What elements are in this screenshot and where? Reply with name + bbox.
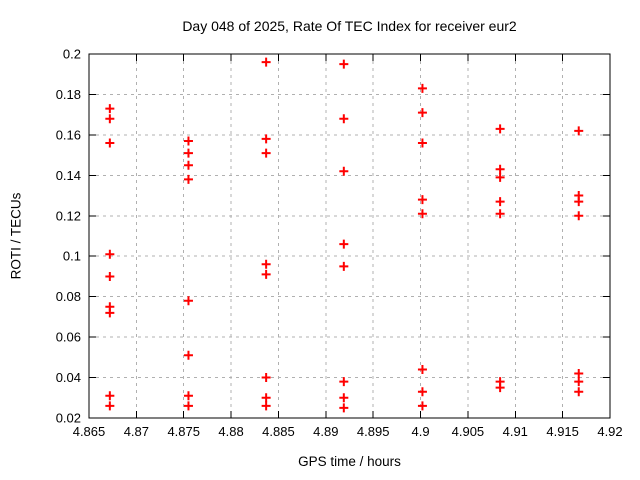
data-point-marker xyxy=(495,164,505,174)
data-point-marker xyxy=(574,387,584,397)
x-tick-label: 4.875 xyxy=(167,424,200,439)
y-tick-label: 0.02 xyxy=(56,411,81,426)
data-point-marker xyxy=(105,114,115,124)
data-point-marker xyxy=(105,271,115,281)
data-point-marker xyxy=(261,401,271,411)
plot-frame xyxy=(88,53,611,419)
chart-title: Day 048 of 2025, Rate Of TEC Index for r… xyxy=(182,18,517,34)
data-point-marker xyxy=(261,134,271,144)
data-point-marker xyxy=(574,211,584,221)
data-point-marker xyxy=(261,148,271,158)
y-tick-label: 0.06 xyxy=(56,330,81,345)
data-point-marker xyxy=(417,138,427,148)
x-tick-label: 4.88 xyxy=(218,424,243,439)
data-point-marker xyxy=(417,83,427,93)
data-point-marker xyxy=(183,136,193,146)
data-point-marker xyxy=(495,383,505,393)
y-tick-label: 0.16 xyxy=(56,127,81,142)
y-tick-label: 0.2 xyxy=(63,47,81,62)
data-point-marker xyxy=(495,197,505,207)
data-point-marker xyxy=(574,377,584,387)
data-point-marker xyxy=(261,57,271,67)
data-point-marker xyxy=(574,126,584,136)
data-point-marker xyxy=(183,174,193,184)
data-point-marker xyxy=(261,259,271,269)
data-point-marker xyxy=(183,160,193,170)
data-point-marker xyxy=(339,377,349,387)
x-tick-label: 4.915 xyxy=(546,424,579,439)
y-tick-label: 0.14 xyxy=(56,168,81,183)
data-point-marker xyxy=(105,401,115,411)
data-point-marker xyxy=(261,373,271,383)
data-point-marker xyxy=(339,403,349,413)
data-point-marker xyxy=(183,391,193,401)
y-tick-label: 0.12 xyxy=(56,208,81,223)
data-point-marker xyxy=(183,148,193,158)
data-point-marker xyxy=(417,364,427,374)
y-tick-label: 0.08 xyxy=(56,289,81,304)
data-point-marker xyxy=(105,104,115,114)
data-point-marker xyxy=(105,308,115,318)
data-point-marker xyxy=(339,261,349,271)
data-point-marker xyxy=(339,114,349,124)
x-tick-label: 4.9 xyxy=(412,424,430,439)
data-point-marker xyxy=(183,401,193,411)
data-point-marker xyxy=(261,393,271,403)
y-tick-label: 0.1 xyxy=(63,249,81,264)
y-tick-label: 0.04 xyxy=(56,370,81,385)
x-axis-label: GPS time / hours xyxy=(298,454,401,469)
data-point-marker xyxy=(105,249,115,259)
data-point-marker xyxy=(105,138,115,148)
x-tick-label: 4.905 xyxy=(452,424,485,439)
data-point-marker xyxy=(417,401,427,411)
data-point-marker xyxy=(495,209,505,219)
x-tick-label: 4.87 xyxy=(124,424,149,439)
x-tick-label: 4.89 xyxy=(313,424,338,439)
data-point-marker xyxy=(417,387,427,397)
data-point-marker xyxy=(339,239,349,249)
data-point-marker xyxy=(574,197,584,207)
data-point-marker xyxy=(261,269,271,279)
data-point-marker xyxy=(495,124,505,134)
data-point-marker xyxy=(417,209,427,219)
data-point-marker xyxy=(105,391,115,401)
x-tick-label: 4.885 xyxy=(262,424,295,439)
data-point-marker xyxy=(183,350,193,360)
data-point-marker xyxy=(417,108,427,118)
data-point-marker xyxy=(339,166,349,176)
x-tick-label: 4.895 xyxy=(357,424,390,439)
data-point-marker xyxy=(417,195,427,205)
data-point-marker xyxy=(339,59,349,69)
data-point-marker xyxy=(495,172,505,182)
data-point-marker xyxy=(574,369,584,379)
y-tick-label: 0.18 xyxy=(56,87,81,102)
x-tick-label: 4.91 xyxy=(503,424,528,439)
data-point-marker xyxy=(183,296,193,306)
data-point-marker xyxy=(339,393,349,403)
x-tick-label: 4.92 xyxy=(597,424,622,439)
x-tick-label: 4.865 xyxy=(73,424,106,439)
